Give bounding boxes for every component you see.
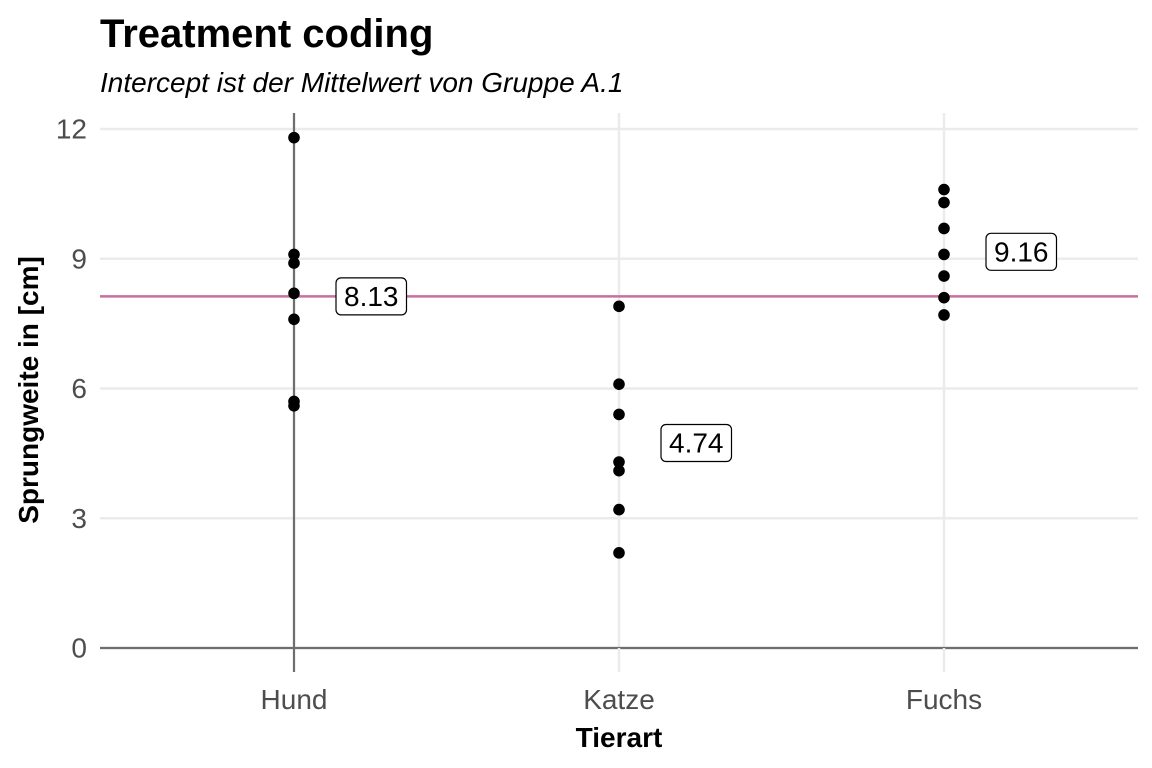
x-tick-label: Fuchs	[906, 684, 982, 715]
data-point	[288, 131, 300, 144]
data-point	[613, 300, 625, 313]
data-point	[288, 313, 300, 326]
y-tick-label: 9	[71, 243, 87, 274]
data-point	[613, 547, 625, 559]
data-point	[288, 400, 300, 412]
mean-label-text: 8.13	[344, 281, 399, 312]
mean-labels: 8.13 4.74 9.16	[335, 232, 1058, 463]
data-point	[938, 248, 950, 261]
data-point	[938, 222, 950, 235]
data-point	[938, 183, 950, 196]
mean-label-box	[985, 232, 1058, 271]
mean-label-text: 9.16	[994, 236, 1049, 267]
mean-label: 8.13	[335, 277, 408, 316]
mean-label-box	[660, 423, 733, 463]
data-point	[613, 456, 625, 468]
data-point	[288, 257, 300, 269]
data-point	[938, 196, 950, 209]
x-tick-label: Katze	[583, 684, 655, 715]
mean-label-text: 4.74	[669, 427, 724, 458]
y-tick-label: 0	[71, 633, 87, 664]
tick-labels: 0 3 6 9 12 Hund Katze Fuchs	[56, 114, 982, 716]
y-tick-label: 3	[71, 503, 87, 534]
x-axis-title: Tierart	[576, 722, 663, 753]
axes	[100, 113, 1138, 672]
data-point	[613, 503, 625, 516]
chart-title: Treatment coding	[100, 12, 433, 56]
data-point	[938, 270, 950, 282]
data-point	[288, 287, 300, 300]
y-axis-title: Sprungweite in [cm]	[13, 256, 44, 524]
y-tick-label: 6	[71, 373, 87, 404]
chart-subtitle: Intercept ist der Mittelwert von Gruppe …	[100, 67, 623, 98]
data-points	[288, 131, 950, 559]
data-point	[613, 464, 625, 477]
y-tick-label: 12	[56, 114, 87, 145]
data-point	[938, 309, 950, 321]
data-point	[613, 408, 625, 421]
data-point	[288, 248, 300, 261]
mean-label: 9.16	[985, 232, 1058, 271]
data-point	[938, 291, 950, 304]
mean-label: 4.74	[660, 423, 733, 463]
mean-label-box	[335, 277, 408, 316]
data-point	[613, 378, 625, 390]
x-tick-label: Hund	[261, 684, 328, 715]
